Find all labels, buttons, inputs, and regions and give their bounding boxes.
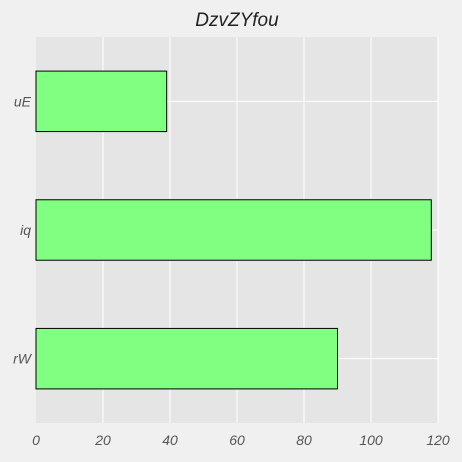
x-tick-label: 120 — [426, 432, 450, 448]
bar-iq — [35, 199, 432, 261]
x-tick-label: 0 — [32, 432, 40, 448]
x-tick-label: 20 — [94, 432, 111, 448]
bar-uE — [35, 70, 168, 133]
x-tick-label: 80 — [296, 432, 312, 448]
y-tick-label: uE — [14, 93, 32, 109]
x-tick-label: 60 — [229, 432, 245, 448]
x-tick-label: 100 — [359, 432, 383, 448]
y-tick-label: rW — [13, 351, 33, 367]
bars — [35, 70, 432, 390]
x-tick-label: 40 — [162, 432, 178, 448]
x-tick-labels: 0 20 40 60 80 100 120 — [32, 432, 450, 448]
bar-rW — [35, 327, 338, 390]
y-tick-labels: uE iq rW — [13, 93, 33, 366]
chart-title: DzvZYfou — [195, 10, 279, 31]
y-tick-label: iq — [20, 222, 31, 238]
